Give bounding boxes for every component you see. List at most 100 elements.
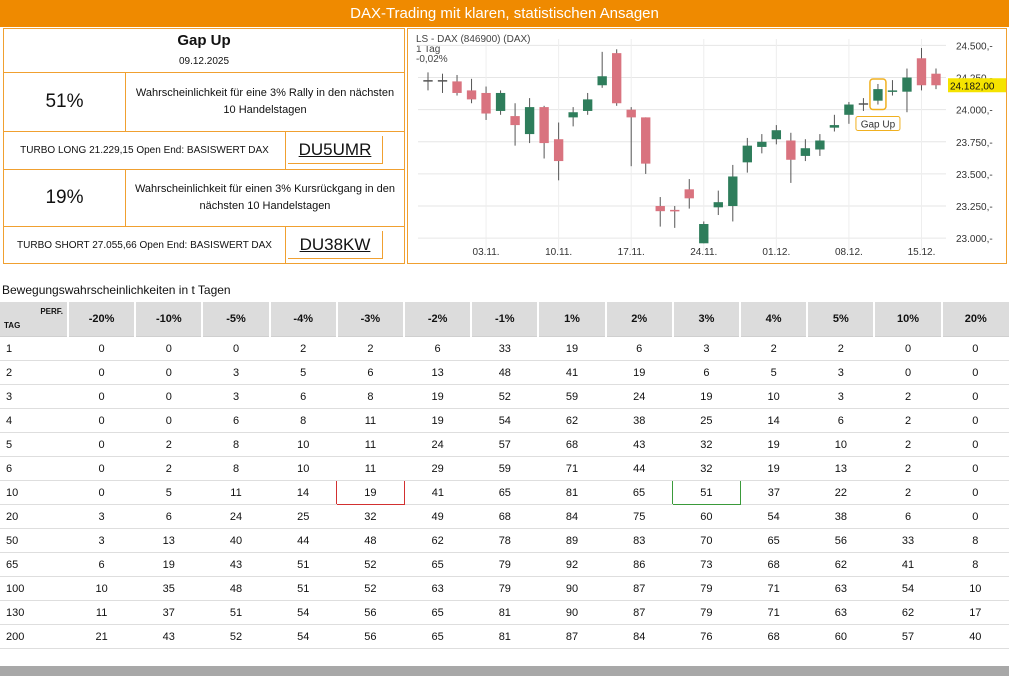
probability-cell: 8 [202,432,270,457]
probability-cell: 19 [538,336,606,361]
column-header: 3% [671,302,741,337]
probability-cell: 65 [404,552,472,577]
probability-cell: 29 [404,456,472,481]
probability-cell: 54 [269,624,337,649]
probability-cell: 0 [941,504,1009,529]
probability-cell: 51 [269,576,337,601]
probability-cell: 48 [471,360,539,385]
x-tick-label: 01.12. [762,247,790,258]
probability-cell: 40 [202,528,270,553]
probability-cell: 10 [807,432,875,457]
y-tick-label: 24.500,- [956,41,993,52]
table-row: 2 0 0 3 5 6 13 48 41 19 6 5 3 0 0 [0,360,1009,385]
table-row: 50 3 13 40 44 48 62 78 89 83 70 65 56 33 8 [0,528,1009,553]
probability-cell: 6 [605,336,673,361]
header-perf-label: PERF. [40,307,63,316]
probability-cell: 76 [672,624,741,649]
signal-header: Gap Up 09.12.2025 [4,29,404,73]
drop-description: Wahrscheinlichkeit für einen 3% Kursrück… [134,183,396,212]
probability-cell: 3 [68,504,136,529]
probability-cell: 10 [941,576,1009,601]
probability-cell: 54 [874,576,942,601]
y-tick-label: 24.000,- [956,106,993,117]
probability-cell: 41 [404,480,472,505]
probability-cell: 0 [68,384,136,409]
turbo-long-row: TURBO LONG 21.229,15 Open End: BASISWERT… [4,132,404,170]
rally-percentage: 51% [4,73,126,131]
probability-cell: 84 [605,624,673,649]
probability-cell: 62 [807,552,875,577]
probability-cell: 41 [538,360,606,385]
turbo-short-row: TURBO SHORT 27.055,66 Open End: BASISWER… [4,227,404,263]
row-tag: 200 [0,624,68,649]
probability-cell: 19 [672,384,741,409]
column-header: 20% [940,302,1009,337]
x-tick-label: 17.11. [618,247,645,258]
probability-cell: 13 [807,456,875,481]
drop-row: 19% Wahrscheinlichkeit für einen 3% Kurs… [4,170,404,227]
probability-cell: 6 [269,384,337,409]
probability-cell: 35 [135,576,203,601]
probability-cell: 11 [202,480,270,505]
probability-cell: 2 [874,456,942,481]
table-row: 20 3 6 24 25 32 49 68 84 75 60 54 38 6 0 [0,504,1009,529]
probability-cell: 68 [740,624,808,649]
turbo-long-code[interactable]: DU5UMR [288,136,383,164]
chart-title: LS - DAX (846900) (DAX) [416,34,531,45]
x-tick-label: 15.12. [908,247,936,258]
column-header: 1% [537,302,606,337]
probability-cell: 52 [471,384,539,409]
table-row: 5 0 2 8 10 11 24 57 68 43 32 19 10 2 0 [0,432,1009,457]
probability-cell: 57 [874,624,942,649]
candle-body [757,141,767,147]
probability-cell: 68 [538,432,606,457]
probability-cell: 81 [538,480,606,505]
probability-cell: 13 [404,360,472,385]
probability-cell: 14 [740,408,808,433]
rally-description: Wahrscheinlichkeit für eine 3% Rally in … [135,87,395,116]
turbo-long-label: TURBO LONG 21.229,15 Open End: BASISWERT… [4,132,286,169]
table-row: 1 0 0 0 2 2 6 33 19 6 3 2 2 0 0 [0,336,1009,361]
candlestick-chart: LS - DAX (846900) (DAX) 1 Tag -0,02% Gap… [416,34,1006,258]
probability-cell: 6 [336,360,405,385]
header-corner: PERF. TAG [0,302,68,337]
probability-cell: 10 [740,384,808,409]
row-tag: 2 [0,360,68,385]
probability-cell: 65 [471,480,539,505]
probability-cell: 0 [68,336,136,361]
table-row: 100 10 35 48 51 52 63 79 90 87 79 71 63 54 10 [0,576,1009,601]
candle-body [786,140,796,160]
probability-cell: 63 [404,576,472,601]
turbo-short-code[interactable]: DU38KW [288,231,383,259]
probability-cell: 8 [941,552,1009,577]
probability-cell: 6 [404,336,472,361]
probability-cell: 2 [874,432,942,457]
probability-cell: 73 [672,552,741,577]
probability-cell: 5 [740,360,808,385]
probability-cell: 2 [874,480,942,505]
probability-cell: 87 [538,624,606,649]
x-tick-label: 08.12. [835,247,863,258]
probability-cell: 0 [941,384,1009,409]
chart-subtitle: 1 Tag [416,44,440,55]
last-price-label: 24.182,00 [950,81,995,92]
column-header: -2% [403,302,472,337]
table-header-row: PERF. TAG -20% -10% -5% -4% -3% -2% -1% 1% 2% 3% 4… [0,302,1009,337]
probability-cell: 0 [135,408,203,433]
probability-table: PERF. TAG -20% -10% -5% -4% -3% -2% -1% 1% 2% 3% 4… [0,302,1009,649]
rally-row: 51% Wahrscheinlichkeit für eine 3% Rally… [4,73,404,132]
probability-cell: 56 [336,600,405,625]
probability-cell: 6 [672,360,741,385]
probability-cell: 2 [807,336,875,361]
probability-cell: 43 [135,624,203,649]
probability-cell: 24 [202,504,270,529]
probability-cell: 2 [135,456,203,481]
turbo-short-label: TURBO SHORT 27.055,66 Open End: BASISWER… [4,227,286,263]
probability-cell: 44 [269,528,337,553]
y-tick-label: 23.250,- [956,202,993,213]
probability-cell: 87 [605,576,673,601]
probability-cell: 3 [202,360,270,385]
probability-cell: 0 [68,480,136,505]
probability-cell: 65 [404,600,472,625]
column-header: -10% [134,302,203,337]
